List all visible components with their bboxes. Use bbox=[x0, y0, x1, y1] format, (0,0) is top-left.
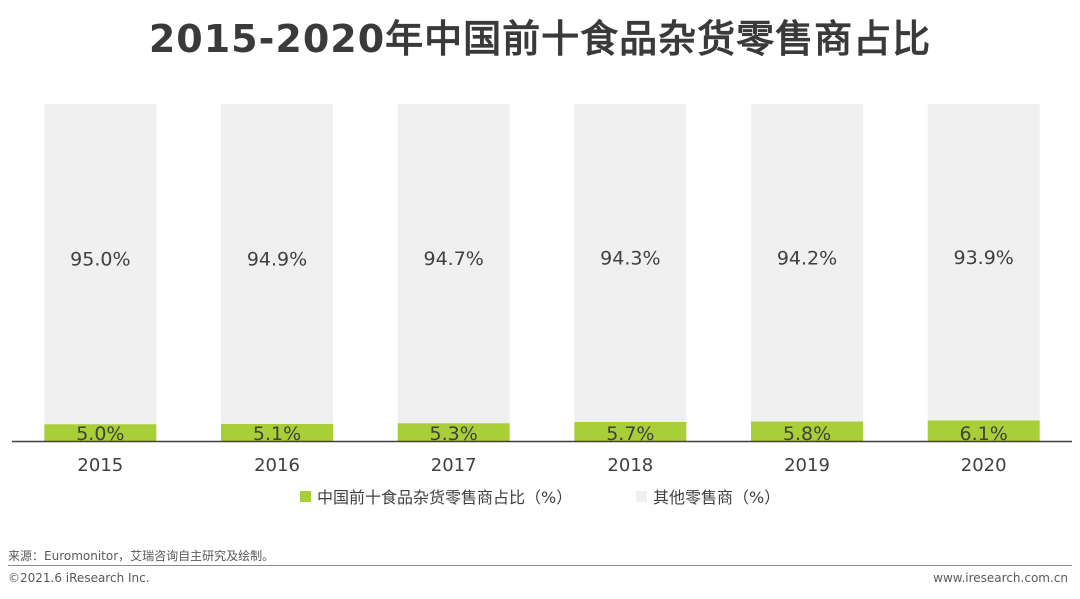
data-label-top10-2020: 6.1% bbox=[960, 423, 1008, 445]
chart-legend: 中国前十食品杂货零售商占比（%） 其他零售商（%） bbox=[300, 484, 800, 508]
x-tick-label-2019: 2019 bbox=[784, 455, 830, 476]
x-tick-label-2020: 2020 bbox=[961, 455, 1007, 476]
website-link[interactable]: www.iresearch.com.cn bbox=[933, 571, 1068, 585]
data-label-top10-2018: 5.7% bbox=[606, 423, 654, 445]
bar-others-2015 bbox=[44, 104, 157, 425]
bar-top10-2019 bbox=[751, 421, 863, 441]
data-label-top10-2015: 5.0% bbox=[76, 423, 124, 445]
bar-others-2016 bbox=[221, 104, 333, 424]
data-label-others-2019: 94.2% bbox=[777, 247, 837, 269]
stacked-bar-chart: 5.0% 95.0% 2015 5.1% 94.9% 2016 5.3% 94.7% 2017 5… bbox=[12, 104, 1072, 476]
data-label-others-2016: 94.9% bbox=[247, 249, 307, 271]
x-tick-label-2015: 2015 bbox=[77, 455, 123, 476]
bar-top10-2017 bbox=[397, 423, 510, 441]
bar-others-2018 bbox=[574, 104, 687, 422]
bar-others-2020 bbox=[927, 104, 1040, 421]
chart-title: 2015-2020年中国前十食品杂货零售商占比 bbox=[148, 17, 932, 61]
legend-label-top10: 中国前十食品杂货零售商占比（%） bbox=[317, 488, 573, 507]
bar-top10-2020 bbox=[927, 420, 1040, 441]
data-label-others-2017: 94.7% bbox=[423, 248, 483, 270]
data-label-top10-2019: 5.8% bbox=[783, 423, 831, 445]
legend-swatch-top10 bbox=[300, 490, 311, 502]
copyright-text: ©2021.6 iResearch Inc. bbox=[8, 571, 150, 585]
footer-divider bbox=[8, 565, 1072, 566]
legend-swatch-others bbox=[636, 490, 647, 502]
data-label-others-2015: 95.0% bbox=[70, 249, 130, 271]
x-tick-label-2017: 2017 bbox=[431, 455, 477, 476]
x-tick-label-2016: 2016 bbox=[254, 455, 300, 476]
bar-top10-2016 bbox=[221, 423, 333, 441]
legend-label-others: 其他零售商（%） bbox=[653, 488, 781, 507]
bar-others-2017 bbox=[397, 104, 510, 424]
data-label-top10-2016: 5.1% bbox=[253, 423, 301, 445]
legend-item-others: 其他零售商（%） bbox=[636, 484, 780, 508]
bar-others-2019 bbox=[751, 104, 863, 422]
data-label-others-2018: 94.3% bbox=[600, 248, 660, 270]
bar-top10-2015 bbox=[44, 424, 157, 441]
bar-top10-2018 bbox=[574, 421, 687, 441]
legend-item-top10: 中国前十食品杂货零售商占比（%） bbox=[300, 484, 572, 508]
source-note: 来源：Euromonitor，艾瑞咨询自主研究及绘制。 bbox=[8, 549, 275, 563]
data-label-others-2020: 93.9% bbox=[953, 247, 1013, 269]
x-tick-label-2018: 2018 bbox=[607, 455, 653, 476]
data-label-top10-2017: 5.3% bbox=[430, 423, 478, 445]
